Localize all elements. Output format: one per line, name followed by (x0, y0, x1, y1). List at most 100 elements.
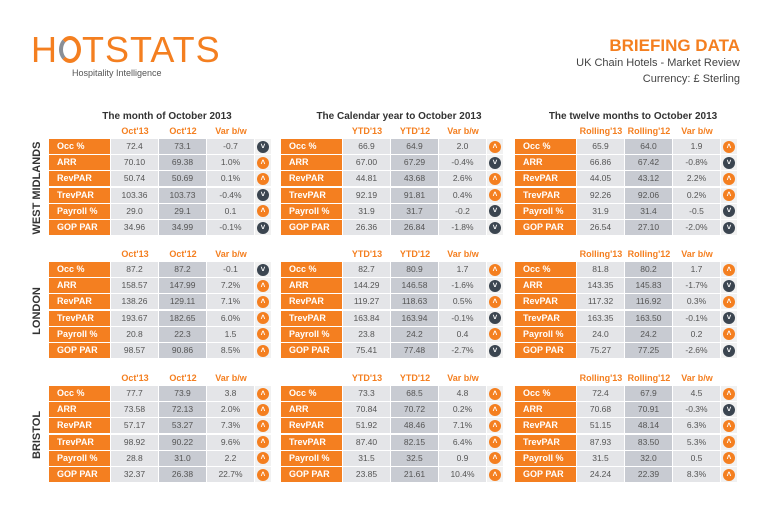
metric-label: GOP PAR (515, 467, 576, 482)
chevron-up-icon: ˄ (257, 419, 269, 432)
prior-value: 67.42 (625, 155, 672, 171)
variance-value: 1.0% (207, 155, 254, 171)
metric-label: TrevPAR (515, 434, 576, 450)
variance-value: 5.3% (673, 434, 720, 450)
metric-label: RevPAR (49, 171, 110, 187)
metric-label: Payroll % (281, 203, 342, 219)
variance-value: 1.7 (439, 262, 486, 277)
metric-label: Payroll % (515, 203, 576, 219)
prior-value: 32.0 (625, 450, 672, 466)
variance-value: 8.3% (673, 467, 720, 482)
metric-label: Payroll % (281, 450, 342, 466)
variance-value: 8.5% (207, 343, 254, 358)
variance-value: 6.3% (673, 418, 720, 434)
chevron-up-icon: ˄ (723, 436, 735, 449)
variance-value: -2.6% (673, 343, 720, 358)
current-value: 44.05 (577, 171, 624, 187)
variance-value: -2.7% (439, 343, 486, 358)
column-header: Var b/w (681, 126, 713, 136)
metric-label: ARR (515, 278, 576, 294)
prior-value: 48.14 (625, 418, 672, 434)
current-value: 70.84 (343, 402, 390, 418)
current-value: 28.8 (111, 450, 158, 466)
current-value: 119.27 (343, 294, 390, 310)
variance-value: 0.4 (439, 326, 486, 342)
prior-value: 92.06 (625, 187, 672, 203)
metric-label: Occ % (281, 139, 342, 154)
current-value: 73.58 (111, 402, 158, 418)
metric-label: Payroll % (49, 203, 110, 219)
prior-value: 31.0 (159, 450, 206, 466)
chevron-up-icon: ˄ (723, 263, 735, 276)
metric-label: ARR (515, 155, 576, 171)
metric-label: RevPAR (49, 418, 110, 434)
metric-label: Occ % (515, 262, 576, 277)
chevron-up-icon: ˄ (257, 468, 269, 481)
prior-value: 22.39 (625, 467, 672, 482)
prior-value: 73.1 (159, 139, 206, 154)
chevron-up-icon: ˄ (489, 295, 501, 308)
current-value: 44.81 (343, 171, 390, 187)
current-value: 34.96 (111, 220, 158, 235)
metric-label: Payroll % (281, 326, 342, 342)
chevron-up-icon: ˄ (723, 328, 735, 341)
metric-label: Occ % (515, 139, 576, 154)
chevron-down-icon: ˅ (489, 205, 501, 218)
chevron-up-icon: ˄ (257, 295, 269, 308)
prior-value: 43.12 (625, 171, 672, 187)
metric-label: GOP PAR (281, 220, 342, 235)
chevron-up-icon: ˄ (723, 387, 735, 400)
prior-value: 77.25 (625, 343, 672, 358)
chevron-up-icon: ˄ (257, 205, 269, 218)
prior-value: 83.50 (625, 434, 672, 450)
metric-label: ARR (281, 278, 342, 294)
metric-label: RevPAR (49, 294, 110, 310)
chevron-down-icon: ˅ (723, 403, 735, 416)
variance-value: 0.5 (673, 450, 720, 466)
prior-value: 64.9 (391, 139, 438, 154)
current-value: 65.9 (577, 139, 624, 154)
metric-label: Payroll % (49, 326, 110, 342)
variance-value: -0.1% (207, 220, 254, 235)
chevron-up-icon: ˄ (257, 328, 269, 341)
variance-value: 2.2% (673, 171, 720, 187)
prior-value: 80.9 (391, 262, 438, 277)
prior-value: 24.2 (391, 326, 438, 342)
region-label: WEST MIDLANDS (31, 141, 43, 235)
prior-value: 129.11 (159, 294, 206, 310)
chevron-up-icon: ˄ (489, 403, 501, 416)
metric-label: RevPAR (515, 171, 576, 187)
column-header: Oct'13 (121, 126, 149, 136)
chevron-down-icon: ˅ (257, 221, 269, 234)
variance-value: -0.5 (673, 203, 720, 219)
current-value: 103.36 (111, 187, 158, 203)
prior-value: 26.38 (159, 467, 206, 482)
prior-value: 69.38 (159, 155, 206, 171)
prior-value: 43.68 (391, 171, 438, 187)
prior-value: 163.50 (625, 310, 672, 326)
prior-value: 34.99 (159, 220, 206, 235)
prior-value: 103.73 (159, 187, 206, 203)
page-title: BRIEFING DATA (609, 36, 740, 55)
variance-value: 0.2 (673, 326, 720, 342)
variance-value: 7.3% (207, 418, 254, 434)
prior-value: 68.5 (391, 386, 438, 401)
variance-value: -0.1% (439, 310, 486, 326)
prior-value: 72.13 (159, 402, 206, 418)
variance-value: -2.0% (673, 220, 720, 235)
period-title: The Calendar year to October 2013 (316, 111, 482, 122)
chevron-up-icon: ˄ (257, 344, 269, 357)
period-title: The month of October 2013 (102, 111, 232, 122)
chevron-down-icon: ˅ (489, 344, 501, 357)
prior-value: 90.86 (159, 343, 206, 358)
current-value: 75.27 (577, 343, 624, 358)
variance-value: 0.4% (439, 187, 486, 203)
metric-label: TrevPAR (49, 187, 110, 203)
column-header: Rolling'12 (627, 249, 671, 259)
chevron-up-icon: ˄ (257, 279, 269, 292)
prior-value: 91.81 (391, 187, 438, 203)
metric-label: RevPAR (281, 171, 342, 187)
metric-label: Payroll % (515, 450, 576, 466)
prior-value: 31.4 (625, 203, 672, 219)
chevron-up-icon: ˄ (257, 452, 269, 465)
